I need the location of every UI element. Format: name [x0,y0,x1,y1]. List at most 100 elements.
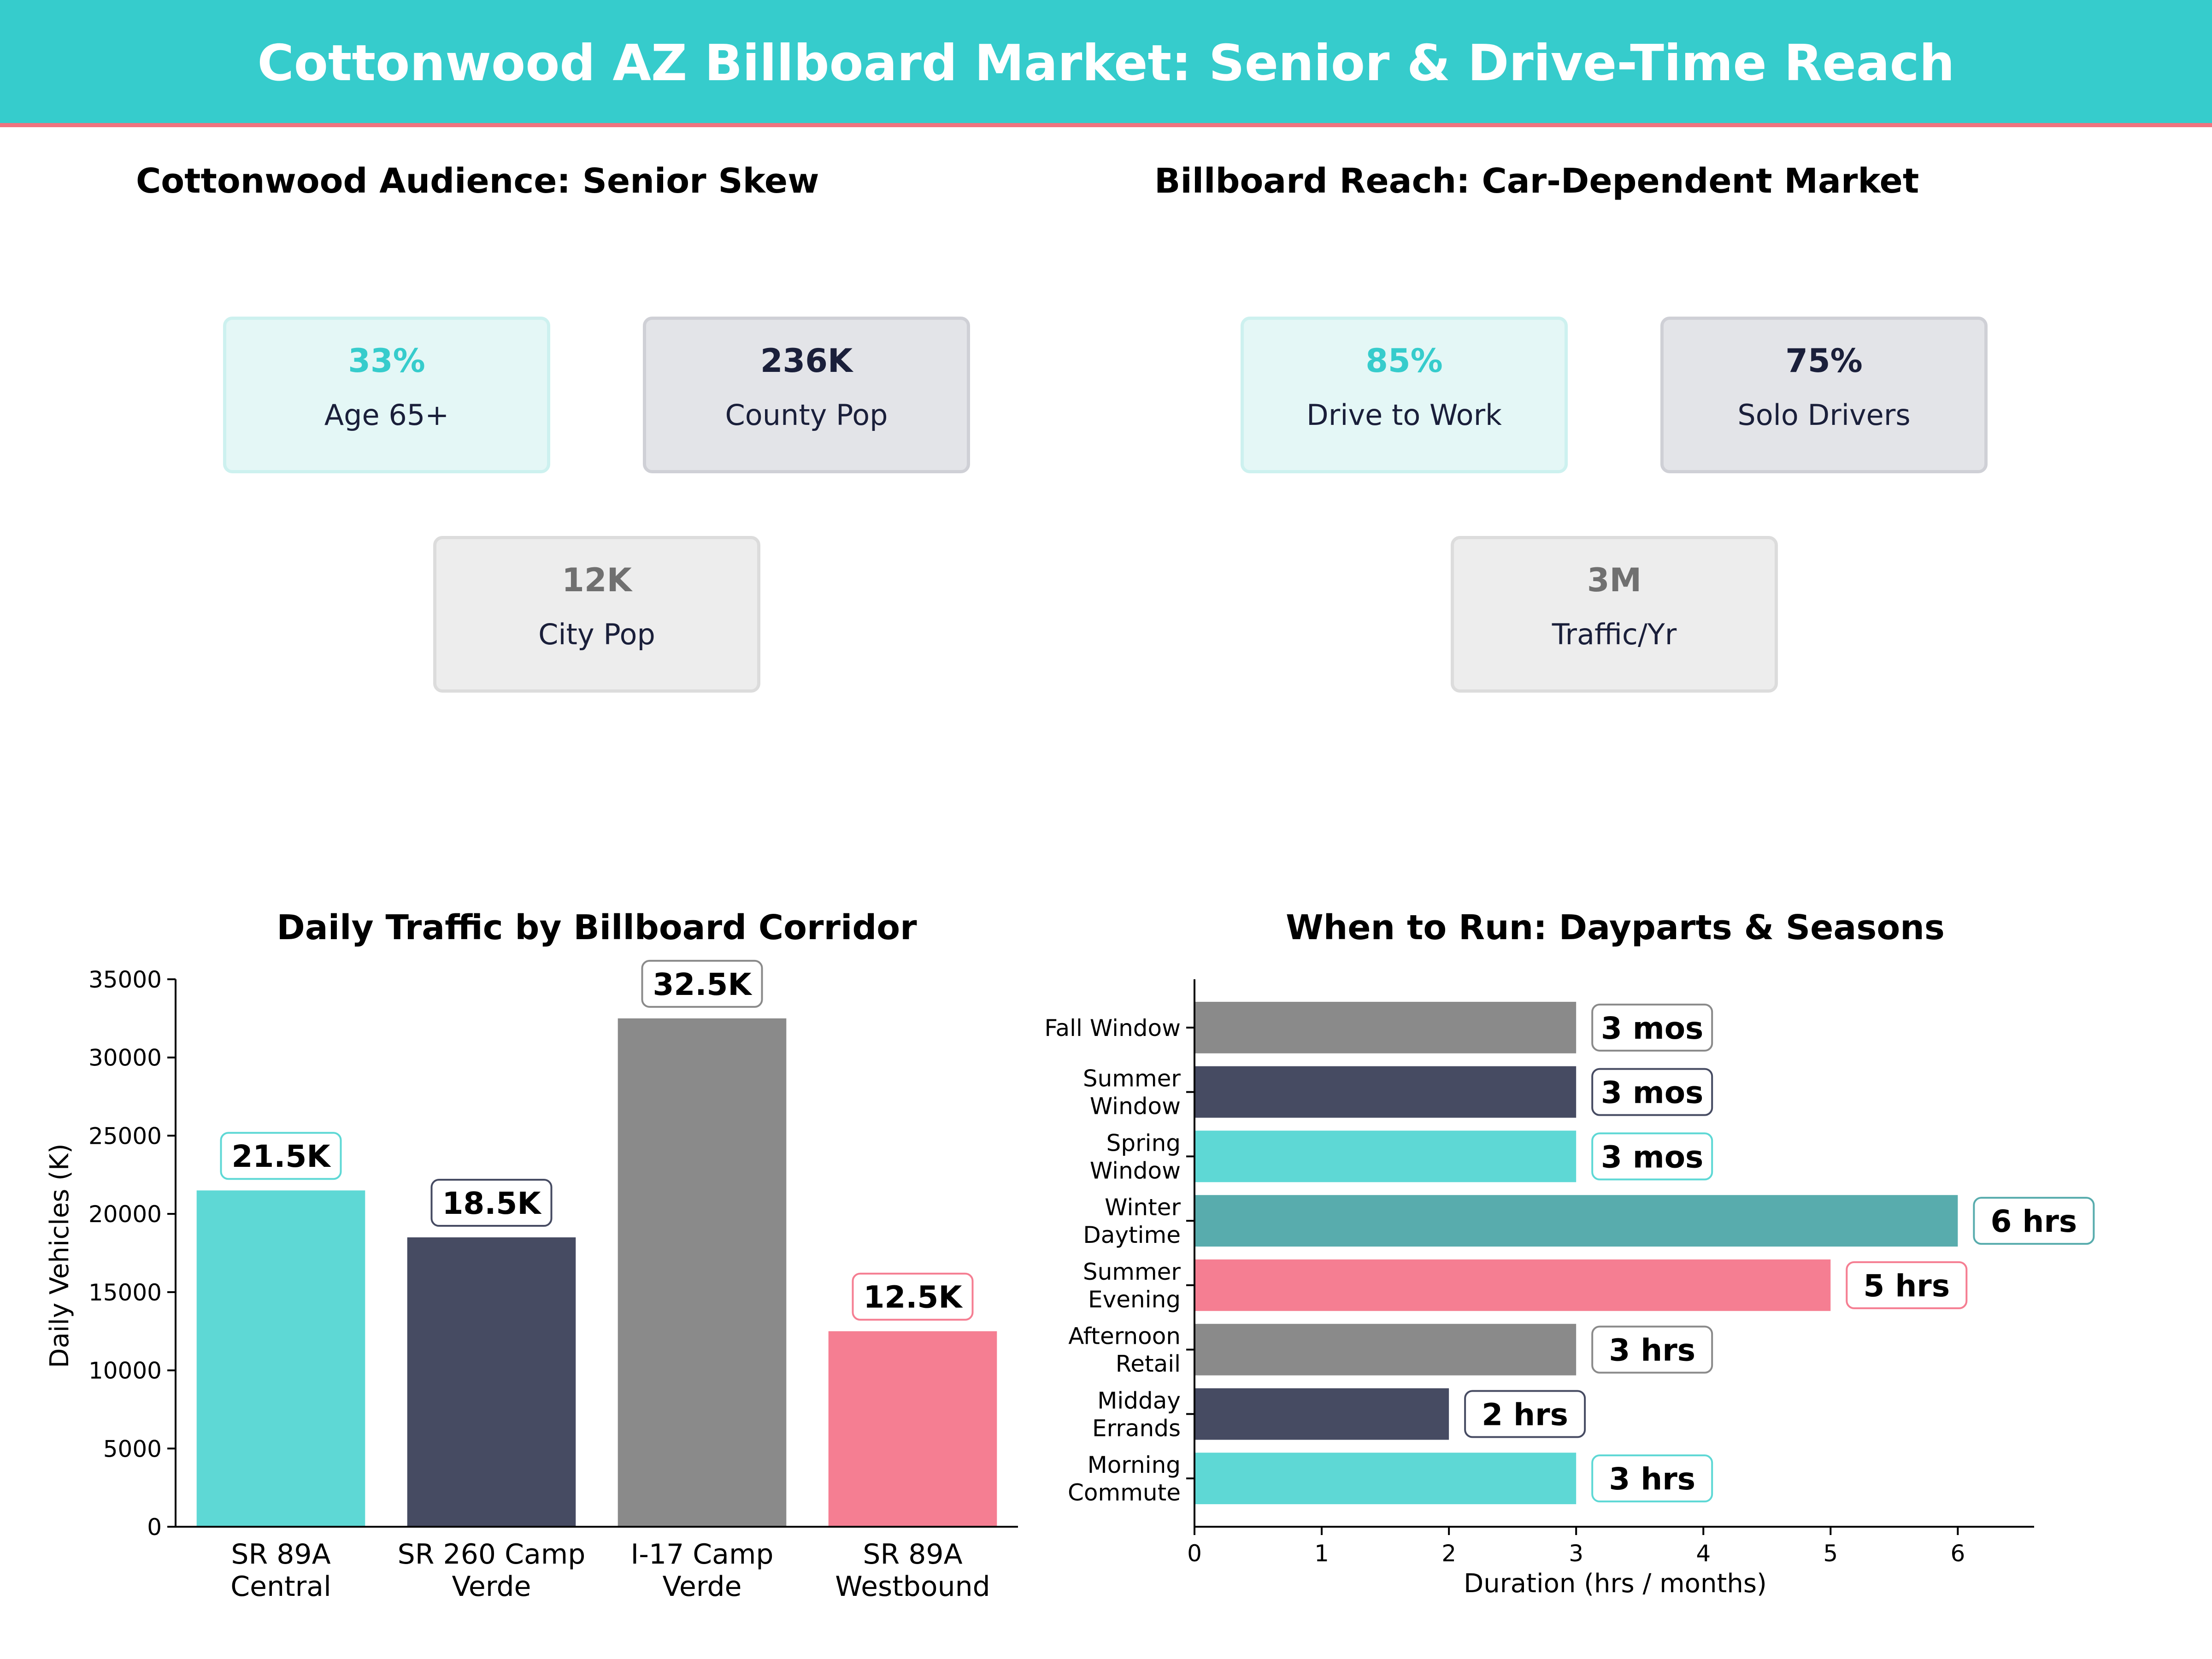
data-label-box [1973,1197,2095,1245]
x-tick-label: 5 [1823,1540,1838,1567]
header-banner: Cottonwood AZ Billboard Market: Senior &… [0,0,2212,127]
kpi-card-drive-to-work: 85% Drive to Work [1241,317,1568,473]
y-tick-label: Afternoon [1068,1323,1181,1350]
daypart-chart-xlabel: Duration (hrs / months) [1464,1569,1767,1599]
y-tick-label: 5000 [103,1435,162,1462]
data-label-box [1464,1390,1586,1438]
y-tick-label: Evening [1088,1286,1181,1313]
y-tick-label: Winter [1105,1194,1181,1221]
kpi-value: 236K [760,342,853,380]
y-tick-label: Morning [1088,1452,1181,1478]
x-tick-label: Central [230,1571,331,1603]
x-tick-label: I-17 Camp [631,1538,774,1571]
x-tick-label: 0 [1187,1540,1202,1567]
data-label-box [1846,1261,1968,1309]
kpi-label: Solo Drivers [1737,398,1911,432]
data-label: 6 hrs [1990,1204,2077,1239]
bar [1194,1195,1958,1247]
bar [1194,1453,1577,1505]
kpi-card-county-pop: 236K County Pop [643,317,970,473]
data-label-box [641,959,763,1008]
x-tick-label: 4 [1696,1540,1711,1567]
y-tick-label: Retail [1116,1351,1181,1377]
y-tick-label: 15000 [88,1279,162,1306]
bar [1194,1324,1577,1376]
x-tick-label: SR 260 Camp [398,1538,586,1571]
x-tick-label: Verde [663,1571,742,1603]
y-tick-label: 10000 [88,1358,162,1384]
bar [828,1331,997,1527]
y-tick-label: Daytime [1083,1222,1181,1248]
traffic-chart-title: Daily Traffic by Billboard Corridor [276,908,917,947]
kpi-value: 12K [562,561,632,599]
data-label: 18.5K [442,1186,542,1221]
data-label-box [1591,1454,1713,1503]
x-tick-label: SR 89A [863,1538,962,1571]
kpi-label: City Pop [538,618,655,651]
bar [196,1190,365,1527]
bar [1194,1259,1831,1311]
data-label: 3 hrs [1609,1461,1695,1497]
y-tick-label: Window [1090,1157,1181,1184]
kpi-card-age65: 33% Age 65+ [223,317,550,473]
x-tick-label: 6 [1950,1540,1965,1567]
data-label-box [1591,1068,1713,1116]
page-title: Cottonwood AZ Billboard Market: Senior &… [257,35,1955,92]
y-tick-label: Window [1090,1093,1181,1120]
bar [407,1237,576,1527]
x-tick-label: Verde [452,1571,531,1603]
y-tick-label: Midday [1097,1387,1181,1414]
bar [1194,1388,1449,1440]
daypart-chart-title: When to Run: Dayparts & Seasons [1286,908,1945,947]
x-tick-label: 2 [1441,1540,1456,1567]
traffic-chart-ylabel: Daily Vehicles (K) [45,1143,75,1368]
data-label: 32.5K [653,967,753,1002]
kpi-card-city-pop: 12K City Pop [433,536,760,693]
data-label-box [220,1132,342,1180]
y-tick-label: 25000 [88,1123,162,1149]
y-tick-label: Spring [1106,1130,1181,1156]
data-label: 21.5K [232,1139,332,1174]
data-label-box [1591,1132,1713,1181]
kpi-label: Age 65+ [324,398,449,432]
kpi-label: Drive to Work [1306,398,1502,432]
data-label-box [430,1179,553,1227]
bar [1194,1066,1577,1118]
y-tick-label: 0 [147,1514,162,1541]
y-tick-label: Errands [1092,1415,1181,1441]
y-tick-label: 20000 [88,1201,162,1228]
y-tick-label: 30000 [88,1045,162,1071]
data-label: 5 hrs [1863,1268,1950,1304]
data-label: 3 mos [1601,1075,1703,1111]
bar [1194,1001,1577,1053]
x-tick-label: 1 [1314,1540,1329,1567]
kpi-card-traffic-yr: 3M Traffic/Yr [1451,536,1778,693]
kpi-value: 75% [1785,342,1863,380]
bar [618,1018,787,1527]
kpi-label: Traffic/Yr [1552,618,1677,651]
kpi-value: 33% [348,342,425,380]
data-label-box [1591,1003,1713,1052]
kpi-label: County Pop [725,398,888,432]
data-label: 3 hrs [1609,1333,1695,1368]
y-tick-label: Fall Window [1044,1015,1181,1041]
data-label-box [852,1272,974,1321]
kpi-value: 85% [1365,342,1443,380]
kpi-value: 3M [1587,561,1642,599]
bar [1194,1130,1577,1182]
y-tick-label: 35000 [88,966,162,993]
data-label: 2 hrs [1482,1397,1568,1432]
data-label: 3 mos [1601,1139,1703,1175]
data-label: 12.5K [864,1280,964,1315]
y-tick-label: Summer [1083,1259,1181,1285]
data-label: 3 mos [1601,1011,1703,1046]
x-tick-label: Westbound [835,1571,990,1603]
x-tick-label: SR 89A [231,1538,330,1571]
data-label-box [1591,1325,1713,1374]
kpi-card-solo-drivers: 75% Solo Drivers [1660,317,1988,473]
x-tick-label: 3 [1569,1540,1583,1567]
y-tick-label: Summer [1083,1065,1181,1092]
